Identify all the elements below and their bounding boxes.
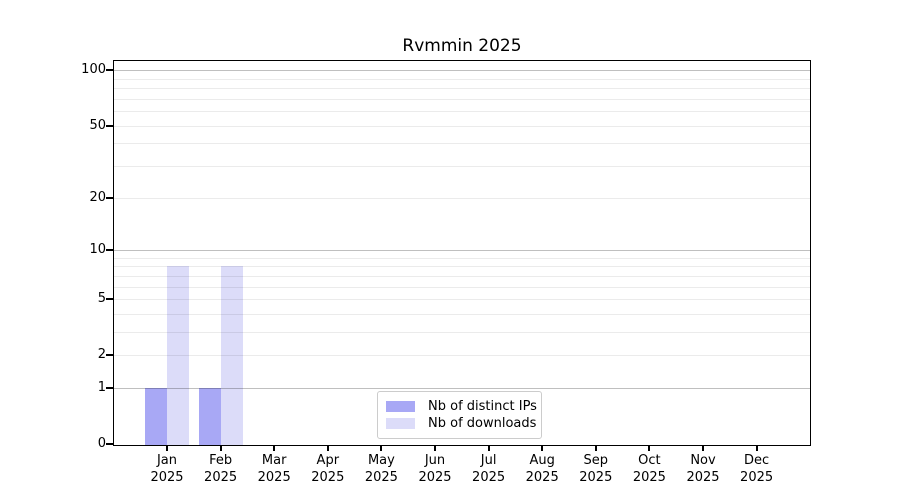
- x-tick-label: Jul 2025: [472, 453, 506, 485]
- x-tick-label: Nov 2025: [686, 453, 720, 485]
- y-tick-mark: [106, 196, 113, 199]
- x-tick-mark: [594, 445, 597, 451]
- x-tick-mark: [541, 445, 544, 451]
- y-tick-mark: [106, 124, 113, 127]
- legend-swatch-downloads: [386, 418, 415, 429]
- legend-item-distinct-ips: Nb of distinct IPs: [386, 398, 537, 415]
- legend: Nb of distinct IPs Nb of downloads: [377, 391, 542, 439]
- x-tick-label: Mar 2025: [257, 453, 291, 485]
- y-tick-label: 20: [89, 189, 106, 205]
- legend-label-downloads: Nb of downloads: [428, 416, 537, 431]
- legend-label-distinct-ips: Nb of distinct IPs: [428, 399, 537, 414]
- x-tick-mark: [380, 445, 383, 451]
- chart-title: Rvmmin 2025: [402, 36, 522, 56]
- y-tick-label: 50: [89, 117, 106, 133]
- x-tick-label: Oct 2025: [632, 453, 666, 485]
- plot-area-border: [113, 60, 811, 446]
- x-tick-label: Feb 2025: [204, 453, 238, 485]
- y-tick-label: 100: [81, 62, 106, 78]
- y-tick-label: 2: [97, 347, 106, 363]
- x-tick-mark: [166, 445, 168, 451]
- y-tick-mark: [106, 69, 113, 72]
- x-tick-mark: [487, 445, 490, 451]
- x-tick-mark: [219, 445, 222, 451]
- y-tick-mark: [106, 354, 113, 357]
- y-tick-label: 10: [89, 241, 106, 257]
- legend-swatch-distinct-ips: [386, 401, 415, 412]
- bar-nb-of-downloads: [220, 266, 243, 445]
- x-tick-label: Jun 2025: [418, 453, 452, 485]
- x-tick-label: Apr 2025: [311, 453, 345, 485]
- x-tick-label: Dec 2025: [740, 453, 774, 485]
- x-tick-mark: [702, 445, 704, 451]
- bar-nb-of-distinct-ips: [145, 387, 167, 445]
- x-tick-label: Aug 2025: [525, 453, 559, 485]
- bar-nb-of-downloads: [167, 266, 189, 445]
- x-tick-label: Sep 2025: [579, 453, 613, 485]
- y-tick-label: 0: [97, 436, 106, 451]
- y-tick-mark: [106, 248, 113, 251]
- x-tick-label: May 2025: [364, 453, 398, 485]
- y-tick-label: 1: [97, 379, 106, 395]
- y-tick-label: 5: [97, 291, 106, 306]
- y-tick-mark: [106, 386, 113, 389]
- legend-item-downloads: Nb of downloads: [386, 415, 537, 432]
- y-tick-mark: [106, 443, 113, 445]
- x-tick-mark: [434, 445, 436, 451]
- x-tick-mark: [755, 445, 758, 451]
- y-tick-mark: [106, 298, 113, 300]
- bars-layer: [114, 61, 810, 445]
- x-tick-mark: [273, 445, 276, 451]
- x-tick-mark: [648, 445, 651, 451]
- x-tick-label: Jan 2025: [150, 453, 184, 485]
- bar-nb-of-distinct-ips: [198, 387, 221, 445]
- x-tick-mark: [326, 445, 329, 451]
